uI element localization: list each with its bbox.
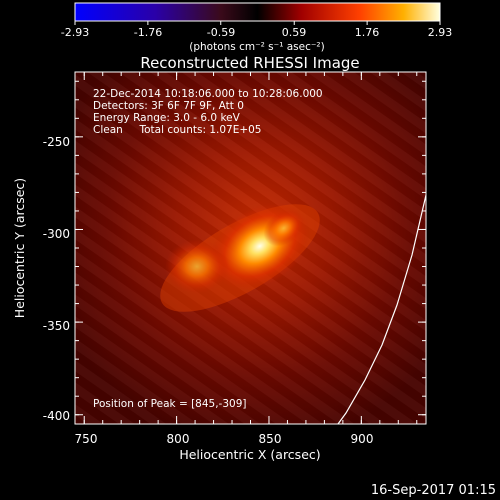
colorbar-tick-label: 1.76 — [355, 26, 380, 39]
y-tick-label: -400 — [43, 409, 70, 423]
axis-ticks — [75, 72, 426, 424]
peak-position-label: Position of Peak = [845,-309] — [93, 398, 247, 410]
colorbar — [74, 2, 441, 22]
info-clean-counts: Clean Total counts: 1.07E+05 — [93, 124, 262, 136]
x-tick-label: 900 — [351, 432, 374, 446]
x-tick-label: 850 — [259, 432, 282, 446]
info-detectors: Detectors: 3F 6F 7F 9F, Att 0 — [93, 100, 244, 112]
image-area — [75, 72, 426, 424]
y-tick-label: -350 — [43, 319, 70, 333]
source-extension — [263, 209, 304, 247]
colorbar-tick-label: 0.59 — [282, 26, 307, 39]
footer-date: 16-Sep-2017 01:15 — [371, 483, 496, 498]
secondary-hxr-source — [164, 239, 229, 294]
colorbar-tick-label: -2.93 — [61, 26, 89, 39]
y-tick-label: -300 — [43, 227, 70, 241]
y-tick-label: -250 — [43, 135, 70, 149]
solar-limb-line — [337, 194, 426, 424]
x-axis-label: Heliocentric X (arcsec) — [179, 447, 320, 462]
colorbar-unit-label: (photons cm⁻² s⁻¹ asec⁻²) — [189, 41, 324, 53]
x-tick-label: 800 — [167, 432, 190, 446]
x-tick-label: 750 — [75, 432, 98, 446]
info-energy-range: Energy Range: 3.0 - 6.0 keV — [93, 112, 241, 124]
info-time-range: 22-Dec-2014 10:18:06.000 to 10:28:06.000 — [93, 88, 323, 100]
colorbar-tick-label: -0.59 — [207, 26, 235, 39]
colorbar-tick-label: -1.76 — [134, 26, 162, 39]
colorbar-tick-label: 2.93 — [428, 26, 453, 39]
y-axis-label: Heliocentric Y (arcsec) — [12, 178, 27, 318]
figure-title: Reconstructed RHESSI Image — [140, 54, 359, 72]
colorbar-ticks — [74, 21, 441, 25]
